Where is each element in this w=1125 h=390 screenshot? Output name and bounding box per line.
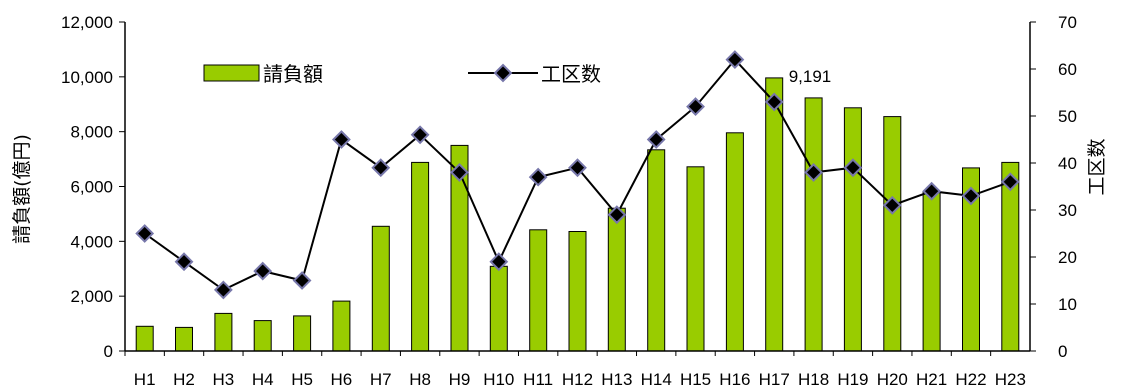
- y-left-tick-label: 12,000: [61, 13, 113, 32]
- x-tick-label-H16: H16: [719, 370, 750, 389]
- line-point-H21: [922, 181, 942, 201]
- line-point-H10: [489, 252, 509, 272]
- line-point-H19: [843, 158, 863, 178]
- line-point-H11: [528, 167, 548, 187]
- x-tick-label-H18: H18: [798, 370, 829, 389]
- x-tick-label-H5: H5: [291, 370, 313, 389]
- bar-H3: [214, 312, 233, 352]
- y-left-tick-label: 10,000: [61, 68, 113, 87]
- y-right-tick-label: 0: [1058, 342, 1067, 361]
- y-left-tick-label: 2,000: [70, 287, 113, 306]
- line-point-H22: [961, 186, 981, 206]
- bar-H11: [529, 229, 548, 352]
- bar-H7: [371, 225, 390, 352]
- annotation-peak-label: 9,191: [789, 67, 832, 86]
- bar-H10: [489, 265, 508, 352]
- bar-H15: [686, 166, 705, 352]
- x-tick-label-H17: H17: [759, 370, 790, 389]
- x-tick-label-H19: H19: [837, 370, 868, 389]
- line-point-H13: [607, 205, 627, 225]
- x-tick-label-H23: H23: [995, 370, 1026, 389]
- bar-H4: [253, 320, 272, 352]
- bar-H6: [332, 300, 351, 352]
- bar-H19: [843, 107, 862, 352]
- y-right-tick-label: 10: [1058, 295, 1077, 314]
- y-left-tick-label: 0: [104, 342, 113, 361]
- line-point-H14: [646, 130, 666, 149]
- line-point-H3: [213, 280, 233, 300]
- bar-H13: [607, 207, 626, 352]
- line-point-H9: [450, 162, 469, 182]
- line-point-H2: [174, 252, 194, 272]
- y-right-axis-title: 工区数: [1086, 138, 1108, 195]
- bar-H21: [922, 191, 941, 352]
- line-point-H18: [804, 162, 824, 182]
- bar-H5: [293, 315, 312, 352]
- y-left-tick-label: 4,000: [70, 232, 113, 251]
- y-right-tick-label: 60: [1058, 60, 1077, 79]
- y-right-tick-label: 40: [1058, 154, 1077, 173]
- legend-label-line: 工区数: [541, 62, 601, 86]
- x-tick-label-H1: H1: [134, 370, 156, 389]
- y-right-tick-label: 70: [1058, 13, 1077, 32]
- line-point-H6: [331, 130, 351, 149]
- line-point-H16: [725, 50, 745, 70]
- x-tick-label-H7: H7: [370, 370, 392, 389]
- x-tick-label-H22: H22: [955, 370, 986, 389]
- line-point-H17: [764, 92, 784, 112]
- x-tick-label-H3: H3: [213, 370, 235, 389]
- x-tick-label-H11: H11: [523, 370, 553, 389]
- y-left-axis-title: 請負額(億円): [11, 134, 33, 244]
- line-point-H7: [371, 158, 391, 178]
- bars-layer: [135, 77, 1020, 352]
- line-point-H8: [410, 125, 430, 145]
- line-point-H4: [253, 261, 273, 281]
- x-tick-label-H13: H13: [601, 370, 632, 389]
- ticks-layer: 0 2,000 4,000 6,000 8,000 10,000 12,000 0 10 20 30…: [61, 13, 1077, 389]
- y-right-tick-label: 30: [1058, 201, 1077, 220]
- y-left-tick-label: 6,000: [70, 178, 113, 197]
- x-tick-label-H15: H15: [680, 370, 711, 389]
- bar-H20: [883, 116, 902, 352]
- legend-swatch-bar: [203, 64, 260, 82]
- bar-H17: [765, 77, 784, 352]
- x-tick-label-H20: H20: [877, 370, 908, 389]
- x-tick-label-H9: H9: [449, 370, 471, 389]
- bar-H12: [568, 231, 587, 352]
- x-tick-label-H2: H2: [173, 370, 195, 389]
- y-right-tick-label: 20: [1058, 248, 1077, 267]
- x-tick-label-H10: H10: [483, 370, 514, 389]
- bar-H2: [175, 326, 193, 352]
- x-tick-label-H12: H12: [562, 370, 593, 389]
- line-point-H15: [686, 97, 705, 117]
- line-point-H5: [292, 271, 312, 290]
- line-point-H12: [568, 158, 587, 178]
- legend-swatch-marker: [493, 63, 513, 83]
- bar-H14: [647, 149, 666, 352]
- bar-H16: [725, 132, 744, 352]
- line-point-H1: [135, 224, 155, 243]
- x-tick-label-H8: H8: [409, 370, 431, 389]
- x-tick-label-H14: H14: [641, 370, 672, 389]
- legend-label-bar: 請負額: [263, 62, 323, 86]
- line-point-H23: [1000, 172, 1020, 192]
- x-tick-label-H4: H4: [252, 370, 274, 389]
- line-layer: [135, 50, 1020, 300]
- legend: 請負額 工区数: [203, 62, 601, 86]
- bar-H1: [135, 325, 154, 352]
- y-left-tick-label: 8,000: [70, 123, 113, 142]
- y-right-tick-label: 50: [1058, 107, 1077, 126]
- bar-H18: [804, 97, 823, 352]
- line-point-H20: [882, 195, 902, 215]
- bar-H8: [411, 161, 430, 352]
- x-tick-label-H6: H6: [331, 370, 353, 389]
- x-tick-label-H21: H21: [916, 370, 947, 389]
